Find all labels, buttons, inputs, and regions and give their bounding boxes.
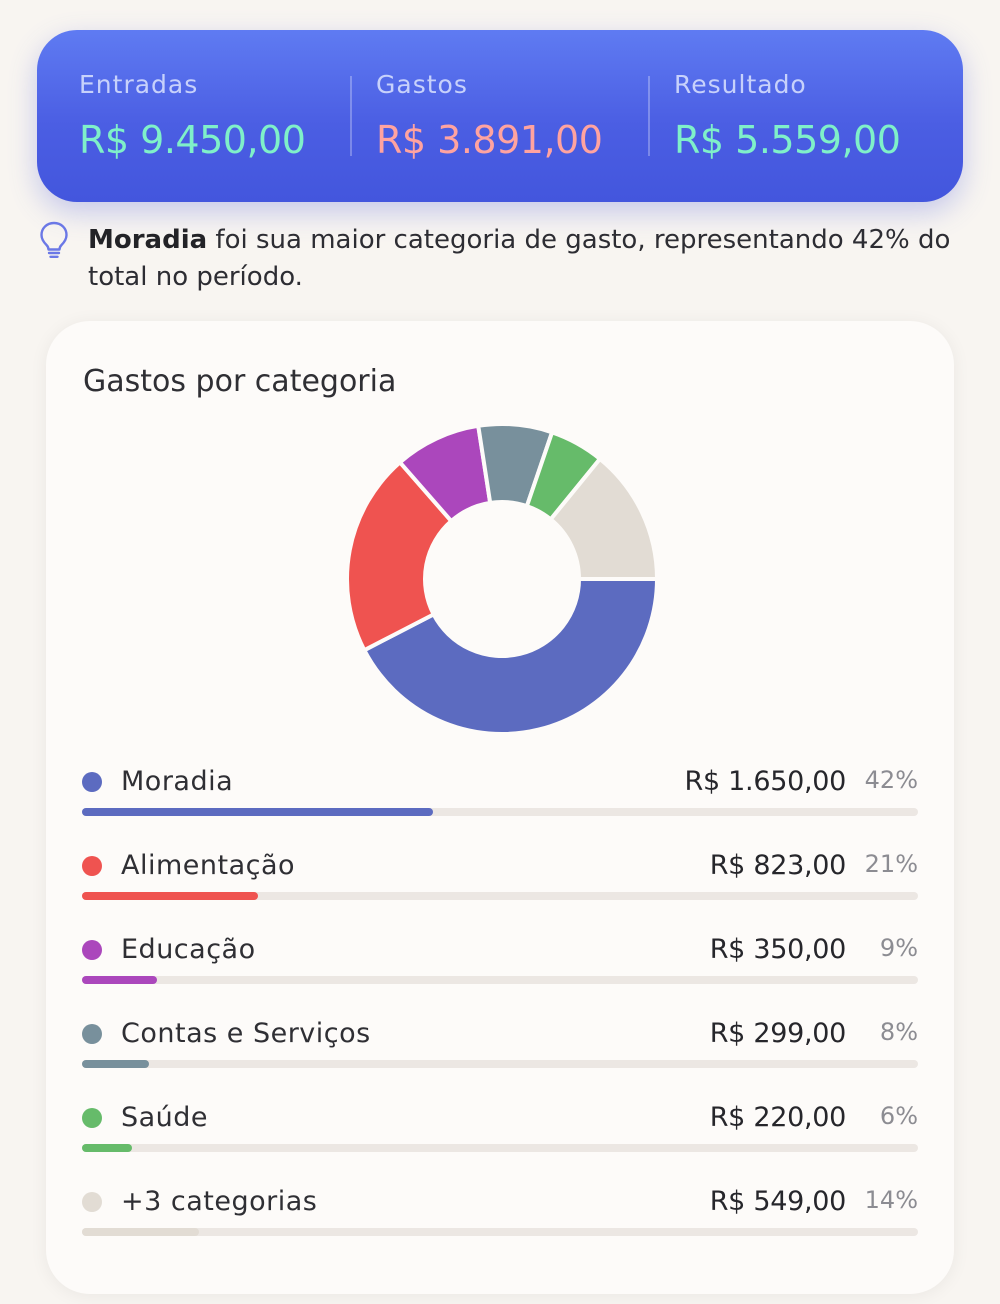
category-percentage: 8% bbox=[879, 1018, 918, 1046]
category-row[interactable]: Saúde R$ 220,00 6% bbox=[82, 1100, 918, 1156]
category-color-dot bbox=[82, 1024, 102, 1044]
category-amount: R$ 549,00 bbox=[709, 1186, 847, 1217]
category-progress-track bbox=[82, 808, 918, 816]
summary-divider bbox=[648, 76, 650, 156]
category-progress-track bbox=[82, 892, 918, 900]
category-progress-track bbox=[82, 1144, 918, 1152]
category-color-dot bbox=[82, 1192, 102, 1212]
category-percentage: 21% bbox=[864, 850, 918, 878]
category-progress-fill bbox=[82, 808, 433, 816]
category-amount: R$ 220,00 bbox=[709, 1102, 847, 1133]
category-progress-fill bbox=[82, 1144, 132, 1152]
summary-banner: Entradas R$ 9.450,00 Gastos R$ 3.891,00 … bbox=[37, 30, 963, 202]
category-row[interactable]: Contas e Serviços R$ 299,00 8% bbox=[82, 1016, 918, 1072]
category-progress-fill bbox=[82, 1228, 199, 1236]
category-row[interactable]: +3 categorias R$ 549,00 14% bbox=[82, 1184, 918, 1240]
category-card: Gastos por categoria Moradia R$ 1.650,00 4… bbox=[46, 321, 954, 1294]
category-name: Moradia bbox=[121, 766, 234, 797]
category-color-dot bbox=[82, 856, 102, 876]
category-amount: R$ 1.650,00 bbox=[684, 766, 847, 797]
category-progress-fill bbox=[82, 1060, 149, 1068]
category-amount: R$ 350,00 bbox=[709, 934, 847, 965]
category-progress-track bbox=[82, 976, 918, 984]
category-row[interactable]: Moradia R$ 1.650,00 42% bbox=[82, 764, 918, 820]
insight-message: Moradia foi sua maior categoria de gasto… bbox=[38, 220, 958, 300]
category-name: Alimentação bbox=[121, 850, 296, 881]
category-amount: R$ 823,00 bbox=[709, 850, 847, 881]
category-percentage: 42% bbox=[864, 766, 918, 794]
category-progress-fill bbox=[82, 976, 157, 984]
expenses-value: R$ 3.891,00 bbox=[376, 118, 603, 162]
category-row[interactable]: Educação R$ 350,00 9% bbox=[82, 932, 918, 988]
category-percentage: 14% bbox=[864, 1186, 918, 1214]
category-color-dot bbox=[82, 772, 102, 792]
category-name: Saúde bbox=[121, 1102, 209, 1133]
expenses-label: Gastos bbox=[376, 70, 468, 99]
category-progress-track bbox=[82, 1228, 918, 1236]
category-row[interactable]: Alimentação R$ 823,00 21% bbox=[82, 848, 918, 904]
category-name: Educação bbox=[121, 934, 256, 965]
lightbulb-icon bbox=[40, 221, 68, 258]
category-name: Contas e Serviços bbox=[121, 1018, 371, 1049]
insight-body: foi sua maior categoria de gasto, repres… bbox=[88, 225, 951, 292]
category-percentage: 9% bbox=[879, 934, 918, 962]
category-amount: R$ 299,00 bbox=[709, 1018, 847, 1049]
donut-slice-moradia[interactable] bbox=[362, 577, 659, 736]
income-label: Entradas bbox=[79, 70, 199, 99]
category-color-dot bbox=[82, 1108, 102, 1128]
donut-slice-3-categorias[interactable] bbox=[548, 456, 659, 581]
insight-text: Moradia foi sua maior categoria de gasto… bbox=[88, 222, 958, 296]
category-progress-fill bbox=[82, 892, 258, 900]
insight-highlight: Moradia bbox=[88, 225, 208, 255]
category-name: +3 categorias bbox=[121, 1186, 318, 1217]
income-value: R$ 9.450,00 bbox=[79, 118, 306, 162]
category-progress-track bbox=[82, 1060, 918, 1068]
category-percentage: 6% bbox=[879, 1102, 918, 1130]
category-color-dot bbox=[82, 940, 102, 960]
summary-divider bbox=[350, 76, 352, 156]
result-label: Resultado bbox=[674, 70, 807, 99]
category-donut-chart bbox=[345, 422, 659, 736]
result-value: R$ 5.559,00 bbox=[674, 118, 901, 162]
card-title: Gastos por categoria bbox=[83, 364, 397, 399]
donut-slice-alimenta-o[interactable] bbox=[345, 460, 454, 653]
